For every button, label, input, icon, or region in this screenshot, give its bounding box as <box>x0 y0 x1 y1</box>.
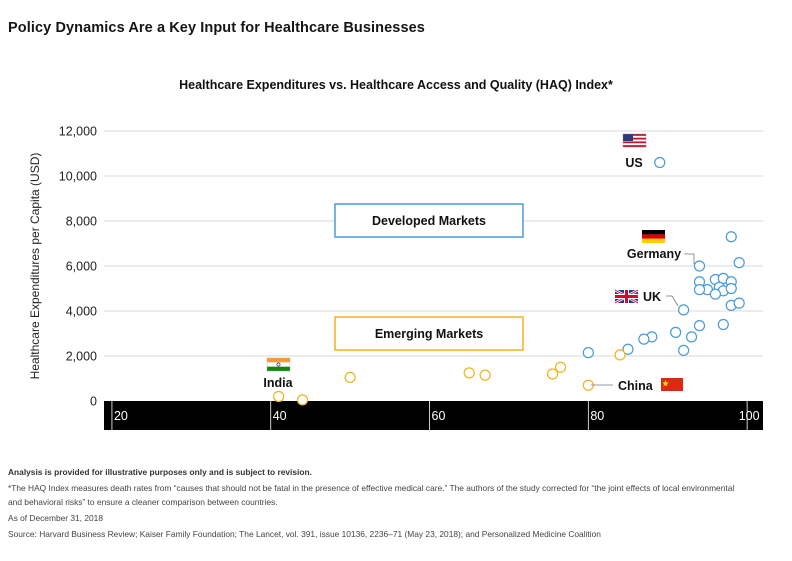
y-axis-title: Healthcare Expenditures per Capita (USD) <box>28 153 42 380</box>
annotation-leader <box>666 295 679 307</box>
x-tick-label: 60 <box>432 409 446 423</box>
data-point <box>344 371 356 383</box>
flag-stripe <box>267 362 290 367</box>
x-tick-label: 100 <box>739 409 760 423</box>
y-tick-label: 4,000 <box>66 305 97 319</box>
data-point <box>614 349 626 361</box>
data-point <box>678 304 690 316</box>
flag-stripe <box>623 141 646 144</box>
data-point <box>678 344 690 356</box>
flag-stripe <box>642 230 665 235</box>
flag-canton <box>623 134 633 141</box>
y-tick-label: 2,000 <box>66 350 97 364</box>
annotation-label: China <box>618 379 654 393</box>
flag-stripe <box>267 366 290 372</box>
data-point <box>273 390 285 403</box>
x-tick-label: 80 <box>590 409 604 423</box>
data-point <box>554 361 567 373</box>
flag-stripe <box>642 234 665 239</box>
annotation-leader <box>684 253 695 264</box>
y-tick-label: 8,000 <box>66 215 97 229</box>
y-tick-label: 6,000 <box>66 260 97 274</box>
y-tick-label: 10,000 <box>59 170 97 184</box>
flag-stripe <box>623 137 646 140</box>
disclaimer: Analysis is provided for illustrative pu… <box>8 467 312 477</box>
flag-stripe <box>642 238 665 244</box>
flag-star <box>662 380 669 387</box>
data-point <box>638 333 650 345</box>
flag-border <box>266 357 291 372</box>
flag-chakra <box>276 362 281 367</box>
data-point <box>670 326 682 338</box>
data-point <box>693 284 706 296</box>
data-point <box>622 343 634 355</box>
data-point <box>654 156 666 169</box>
annotation-label: India <box>263 376 293 390</box>
x-axis-band <box>104 401 763 430</box>
category-box <box>334 316 524 351</box>
data-point <box>546 368 559 380</box>
flag-stripe <box>623 135 646 138</box>
data-point <box>685 331 698 343</box>
flag-border <box>622 133 647 148</box>
data-point <box>582 347 594 359</box>
data-point <box>693 260 706 272</box>
data-point <box>733 257 745 269</box>
annotation-label: UK <box>643 290 661 304</box>
flag-stripe <box>623 143 646 146</box>
chart-title: Healthcare Expenditures vs. Healthcare A… <box>179 78 613 92</box>
data-point <box>709 288 721 300</box>
data-point <box>717 318 729 331</box>
scatter-chart: 0 2,000 4,000 6,000 8,000 10,000 12,000 Healthc… <box>28 125 763 430</box>
flag-stripe <box>267 358 290 363</box>
data-point <box>463 367 475 379</box>
data-point <box>733 297 745 309</box>
y-tick-label: 0 <box>90 395 97 409</box>
x-tick-label: 20 <box>114 409 128 423</box>
data-point <box>693 320 706 332</box>
category-box-label: Developed Markets <box>372 214 486 228</box>
data-point <box>725 282 737 295</box>
as-of-date: As of December 31, 2018 <box>8 513 103 523</box>
data-point <box>479 369 491 381</box>
data-point <box>725 231 737 243</box>
data-point <box>296 394 309 406</box>
x-tick-label: 40 <box>273 409 287 423</box>
page-title: Policy Dynamics Are a Key Input for Heal… <box>8 20 425 36</box>
y-tick-label: 12,000 <box>59 125 97 139</box>
footnote-line-1: *The HAQ Index measures death rates from… <box>8 483 735 493</box>
category-box <box>334 203 524 238</box>
source-line: Source: Harvard Business Review; Kaiser … <box>8 529 601 539</box>
flag-field <box>661 378 683 391</box>
annotation-label: Germany <box>627 247 681 261</box>
flag-stripe <box>623 145 646 148</box>
category-box-label: Emerging Markets <box>375 327 483 341</box>
footer: Analysis is provided for illustrative pu… <box>8 466 784 544</box>
annotation-label: US <box>625 156 642 170</box>
flag-stripe <box>623 139 646 142</box>
footnote-line-2: and behavioral risks” to ensure a cleane… <box>8 497 278 507</box>
flag-cross <box>615 295 638 298</box>
flag-stripe <box>623 134 646 136</box>
